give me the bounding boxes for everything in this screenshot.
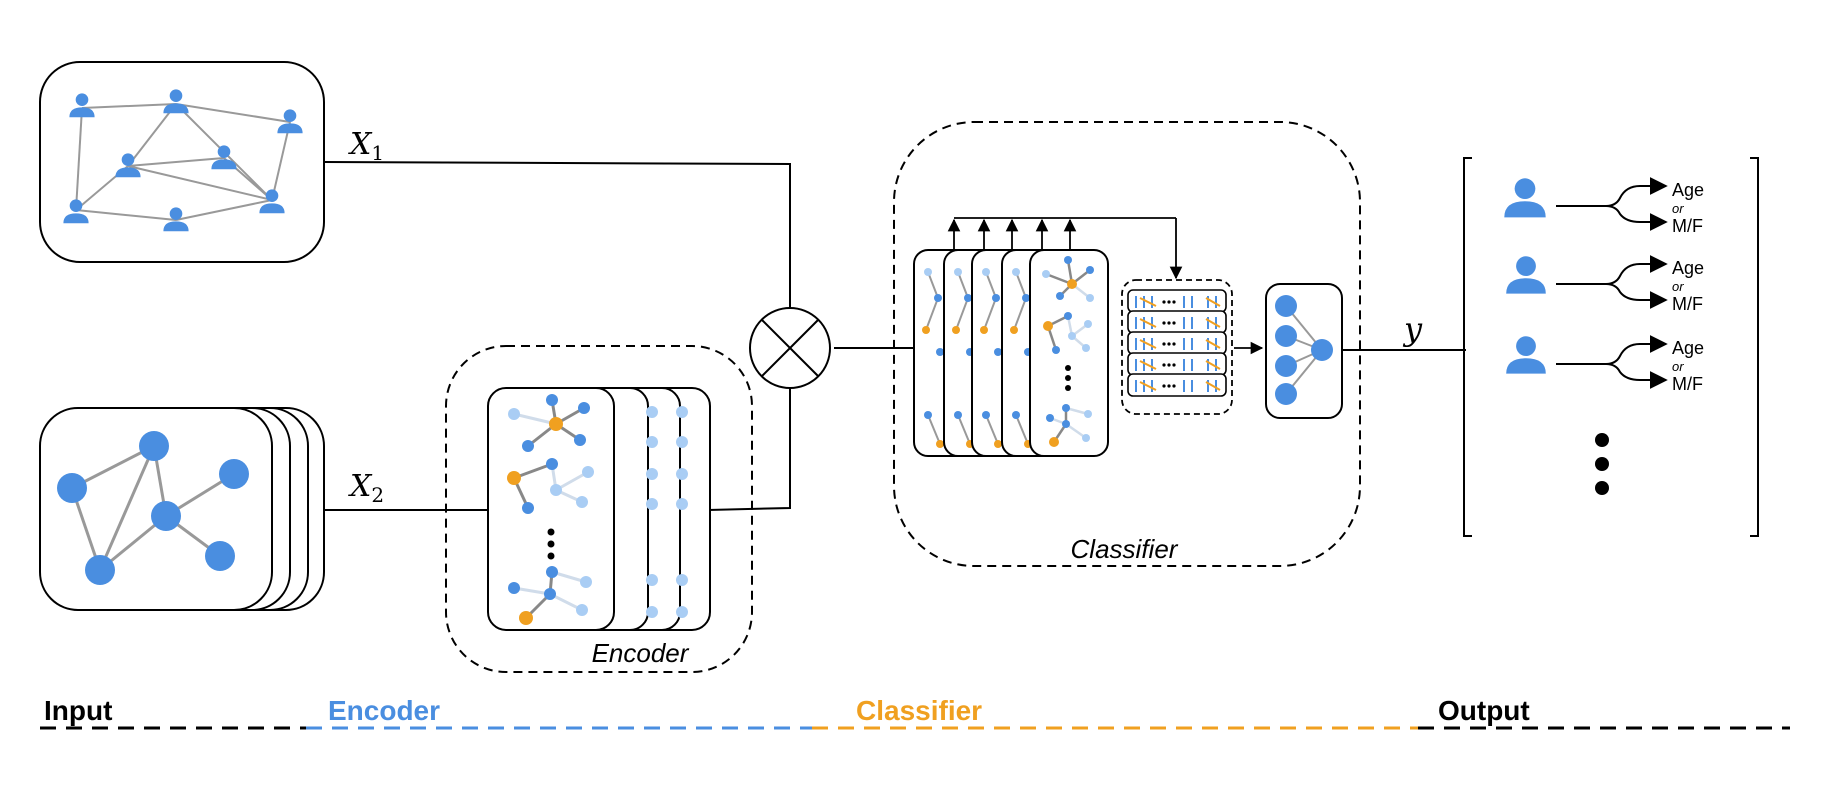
output-labels: Age or M/F Age or M/F Age or M/F xyxy=(1672,180,1704,394)
output-bracket xyxy=(1463,157,1759,537)
classifier-box-label: Classifier xyxy=(1071,534,1179,564)
output-mf-label: M/F xyxy=(1672,216,1703,236)
encoder-cards xyxy=(487,387,711,631)
person-icon xyxy=(1504,178,1546,218)
x2-label: X2 xyxy=(348,469,384,507)
stage-label-classifier: Classifier xyxy=(856,695,982,726)
encoder-box-label: Encoder xyxy=(592,638,690,668)
more-ellipsis-icon xyxy=(1595,433,1609,495)
fusion-multiply-icon xyxy=(749,307,831,389)
stage-label-input: Input xyxy=(44,695,112,726)
classifier-box xyxy=(893,121,1361,567)
attention-matrix xyxy=(1121,279,1233,415)
output-mf-label: M/F xyxy=(1672,374,1703,394)
output-age-label: Age xyxy=(1672,338,1704,358)
stage-legend: Input Encoder Classifier Output xyxy=(40,695,1790,730)
output-or-label: or xyxy=(1672,359,1684,374)
social-network-input xyxy=(39,61,325,263)
connection-lines xyxy=(323,161,1466,511)
output-age-label: Age xyxy=(1672,180,1704,200)
output-persons xyxy=(1504,178,1546,374)
output-branch-arrows xyxy=(1556,177,1668,380)
output-age-label: Age xyxy=(1672,258,1704,278)
feedback-arrows xyxy=(947,217,1183,280)
output-or-label: or xyxy=(1672,279,1684,294)
encoder-box xyxy=(445,345,753,673)
output-or-label: or xyxy=(1672,201,1684,216)
stage-label-encoder: Encoder xyxy=(328,695,440,726)
output-mf-label: M/F xyxy=(1672,294,1703,314)
ellipsis-icon xyxy=(547,528,555,536)
stage-label-output: Output xyxy=(1438,695,1530,726)
graph-stack-input xyxy=(39,407,325,611)
person-icon xyxy=(1506,256,1546,294)
classifier-cards xyxy=(913,249,1109,457)
x1-label: X1 xyxy=(348,127,384,165)
person-icon xyxy=(1506,336,1546,374)
mlp-layer xyxy=(1265,283,1343,419)
y-label: y xyxy=(1402,310,1423,348)
